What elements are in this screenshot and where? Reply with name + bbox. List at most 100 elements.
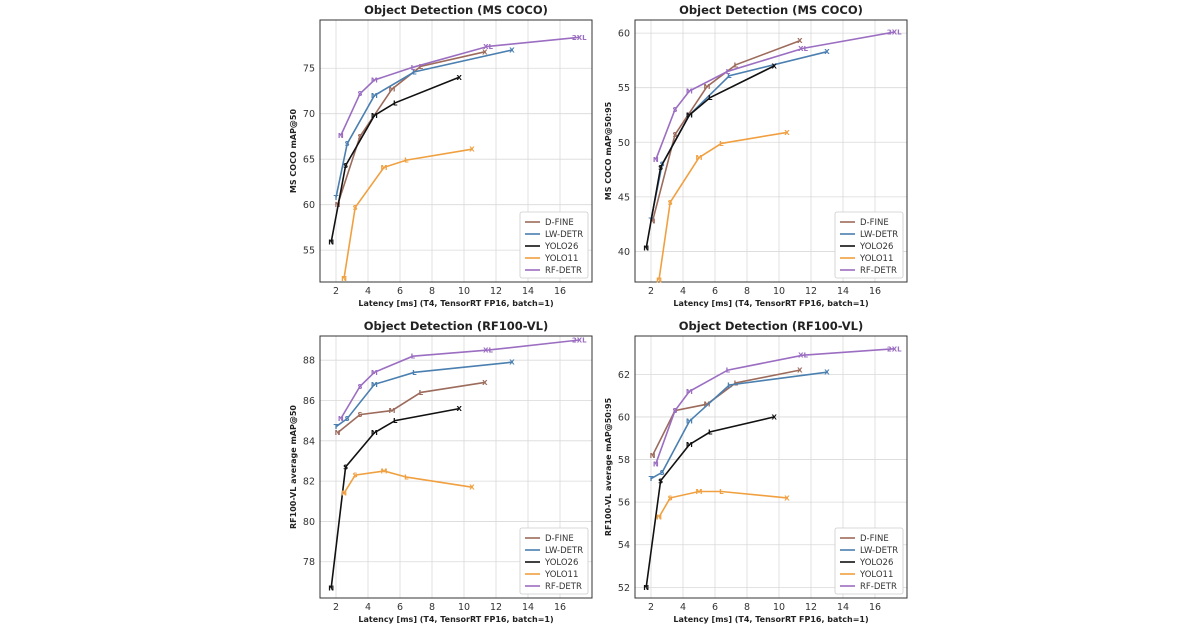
x-tick-label: 10 xyxy=(458,286,470,297)
point-label-lw-detr: X xyxy=(824,369,830,377)
point-label-lw-detr: M xyxy=(686,418,693,426)
y-axis-label: RF100-VL average mAP@50:95 xyxy=(604,397,613,536)
x-tick-label: 4 xyxy=(365,286,371,297)
x-tick-label: 6 xyxy=(712,602,718,613)
point-label-yolo11: L xyxy=(719,488,724,496)
point-label-rf-detr: 2XL xyxy=(572,337,587,345)
series-line-rf-detr xyxy=(655,348,895,465)
point-label-lw-detr: T xyxy=(334,423,339,431)
x-tick-label: 10 xyxy=(458,602,470,613)
point-label-yolo26: S xyxy=(658,164,663,172)
chart-title: Object Detection (RF100-VL) xyxy=(364,319,548,333)
legend-label: YOLO11 xyxy=(544,570,578,580)
x-tick-label: 6 xyxy=(712,286,718,297)
point-label-lw-detr: M xyxy=(371,92,378,100)
point-label-lw-detr: S xyxy=(345,140,350,148)
point-label-yolo26: L xyxy=(393,417,398,425)
plot-frame xyxy=(634,335,908,599)
point-label-yolo11: S xyxy=(668,199,673,207)
point-label-lw-detr: T xyxy=(649,475,654,483)
point-label-yolo11: X xyxy=(784,494,790,502)
x-tick-label: 8 xyxy=(429,602,435,613)
chart-panel-1: 2 4 6 8 10 12 14 16 55 60 65 70 75 Object Detection (… xyxy=(289,3,593,308)
chart-title: Object Detection (MS COCO) xyxy=(364,3,548,17)
x-tick-label: 8 xyxy=(744,286,750,297)
y-tick-label: 45 xyxy=(618,192,630,203)
point-label-d-fine: S xyxy=(357,411,362,419)
series-line-d-fine xyxy=(651,39,801,222)
legend-label: LW-DETR xyxy=(860,546,898,556)
x-tick-label: 16 xyxy=(869,602,881,613)
point-label-rf-detr: M xyxy=(371,77,378,85)
point-label-yolo26: M xyxy=(371,112,378,120)
y-tick-label: 52 xyxy=(618,583,630,594)
point-label-d-fine: M xyxy=(389,86,396,94)
legend-label: YOLO11 xyxy=(859,570,893,580)
point-label-yolo11: L xyxy=(404,157,409,165)
y-tick-label: 55 xyxy=(618,83,630,94)
legend-label: LW-DETR xyxy=(545,546,583,556)
point-label-rf-detr: L xyxy=(411,353,416,361)
series-line-yolo11 xyxy=(343,148,473,279)
point-label-rf-detr: S xyxy=(672,407,677,415)
y-tick-label: 75 xyxy=(303,64,315,75)
point-label-rf-detr: S xyxy=(672,106,677,114)
point-label-lw-detr: X xyxy=(824,48,830,56)
y-tick-label: 60 xyxy=(303,200,315,211)
y-tick-label: 60 xyxy=(618,412,630,423)
point-label-yolo26: L xyxy=(708,94,713,102)
point-label-yolo11: S xyxy=(668,494,673,502)
series-line-yolo26 xyxy=(330,76,460,243)
point-label-rf-detr: 2XL xyxy=(887,345,902,353)
series-line-lw-detr xyxy=(650,371,828,480)
point-label-lw-detr: M xyxy=(371,381,378,389)
legend-label: D-FINE xyxy=(860,534,889,544)
legend-label: YOLO26 xyxy=(859,242,893,252)
point-label-d-fine: X xyxy=(797,37,803,45)
x-tick-label: 10 xyxy=(773,602,785,613)
y-tick-label: 78 xyxy=(303,557,315,568)
x-tick-label: 2 xyxy=(648,602,654,613)
point-label-rf-detr: XL xyxy=(798,45,808,53)
point-label-yolo26: X xyxy=(456,405,462,413)
chart-title: Object Detection (RF100-VL) xyxy=(679,319,863,333)
point-label-rf-detr: N xyxy=(338,132,344,140)
point-label-d-fine: S xyxy=(357,133,362,141)
point-label-lw-detr: T xyxy=(334,194,339,202)
y-tick-label: 80 xyxy=(303,517,315,528)
x-axis-label: Latency [ms] (T4, TensorRT FP16, batch=1… xyxy=(358,615,553,624)
point-label-lw-detr: X xyxy=(509,359,515,367)
point-label-lw-detr: L xyxy=(412,369,417,377)
point-label-rf-detr: XL xyxy=(798,352,808,360)
point-label-rf-detr: XL xyxy=(483,347,493,355)
y-tick-label: 56 xyxy=(618,498,630,509)
x-tick-label: 12 xyxy=(490,602,502,613)
point-label-d-fine: M xyxy=(389,407,396,415)
x-tick-label: 10 xyxy=(773,286,785,297)
x-tick-label: 14 xyxy=(522,286,534,297)
legend-label: YOLO11 xyxy=(544,254,578,264)
x-tick-label: 4 xyxy=(680,602,686,613)
y-tick-label: 86 xyxy=(303,396,315,407)
point-label-lw-detr: X xyxy=(509,47,515,55)
point-label-yolo11: L xyxy=(719,140,724,148)
x-tick-label: 8 xyxy=(744,602,750,613)
chart-panel-4: 2 4 6 8 10 12 14 16 52 54 56 58 60 62 Object Detection… xyxy=(604,319,908,624)
y-axis-label: MS COCO mAP@50:95 xyxy=(604,101,613,200)
chart-title: Object Detection (MS COCO) xyxy=(679,3,863,17)
y-tick-label: 84 xyxy=(303,436,315,447)
point-label-yolo26: N xyxy=(643,584,649,592)
point-label-yolo11: N xyxy=(341,490,347,498)
legend-label: YOLO11 xyxy=(859,254,893,264)
x-tick-label: 12 xyxy=(490,286,502,297)
point-label-yolo26: L xyxy=(393,99,398,107)
point-label-yolo11: M xyxy=(696,154,703,162)
legend-label: RF-DETR xyxy=(545,582,582,592)
series-line-lw-detr xyxy=(335,361,513,428)
point-label-lw-detr: S xyxy=(660,469,665,477)
series-line-d-fine xyxy=(337,381,485,434)
x-axis-label: Latency [ms] (T4, TensorRT FP16, batch=1… xyxy=(358,299,553,308)
legend-label: RF-DETR xyxy=(545,266,582,276)
point-label-rf-detr: N xyxy=(653,156,659,164)
point-label-rf-detr: L xyxy=(726,68,731,76)
